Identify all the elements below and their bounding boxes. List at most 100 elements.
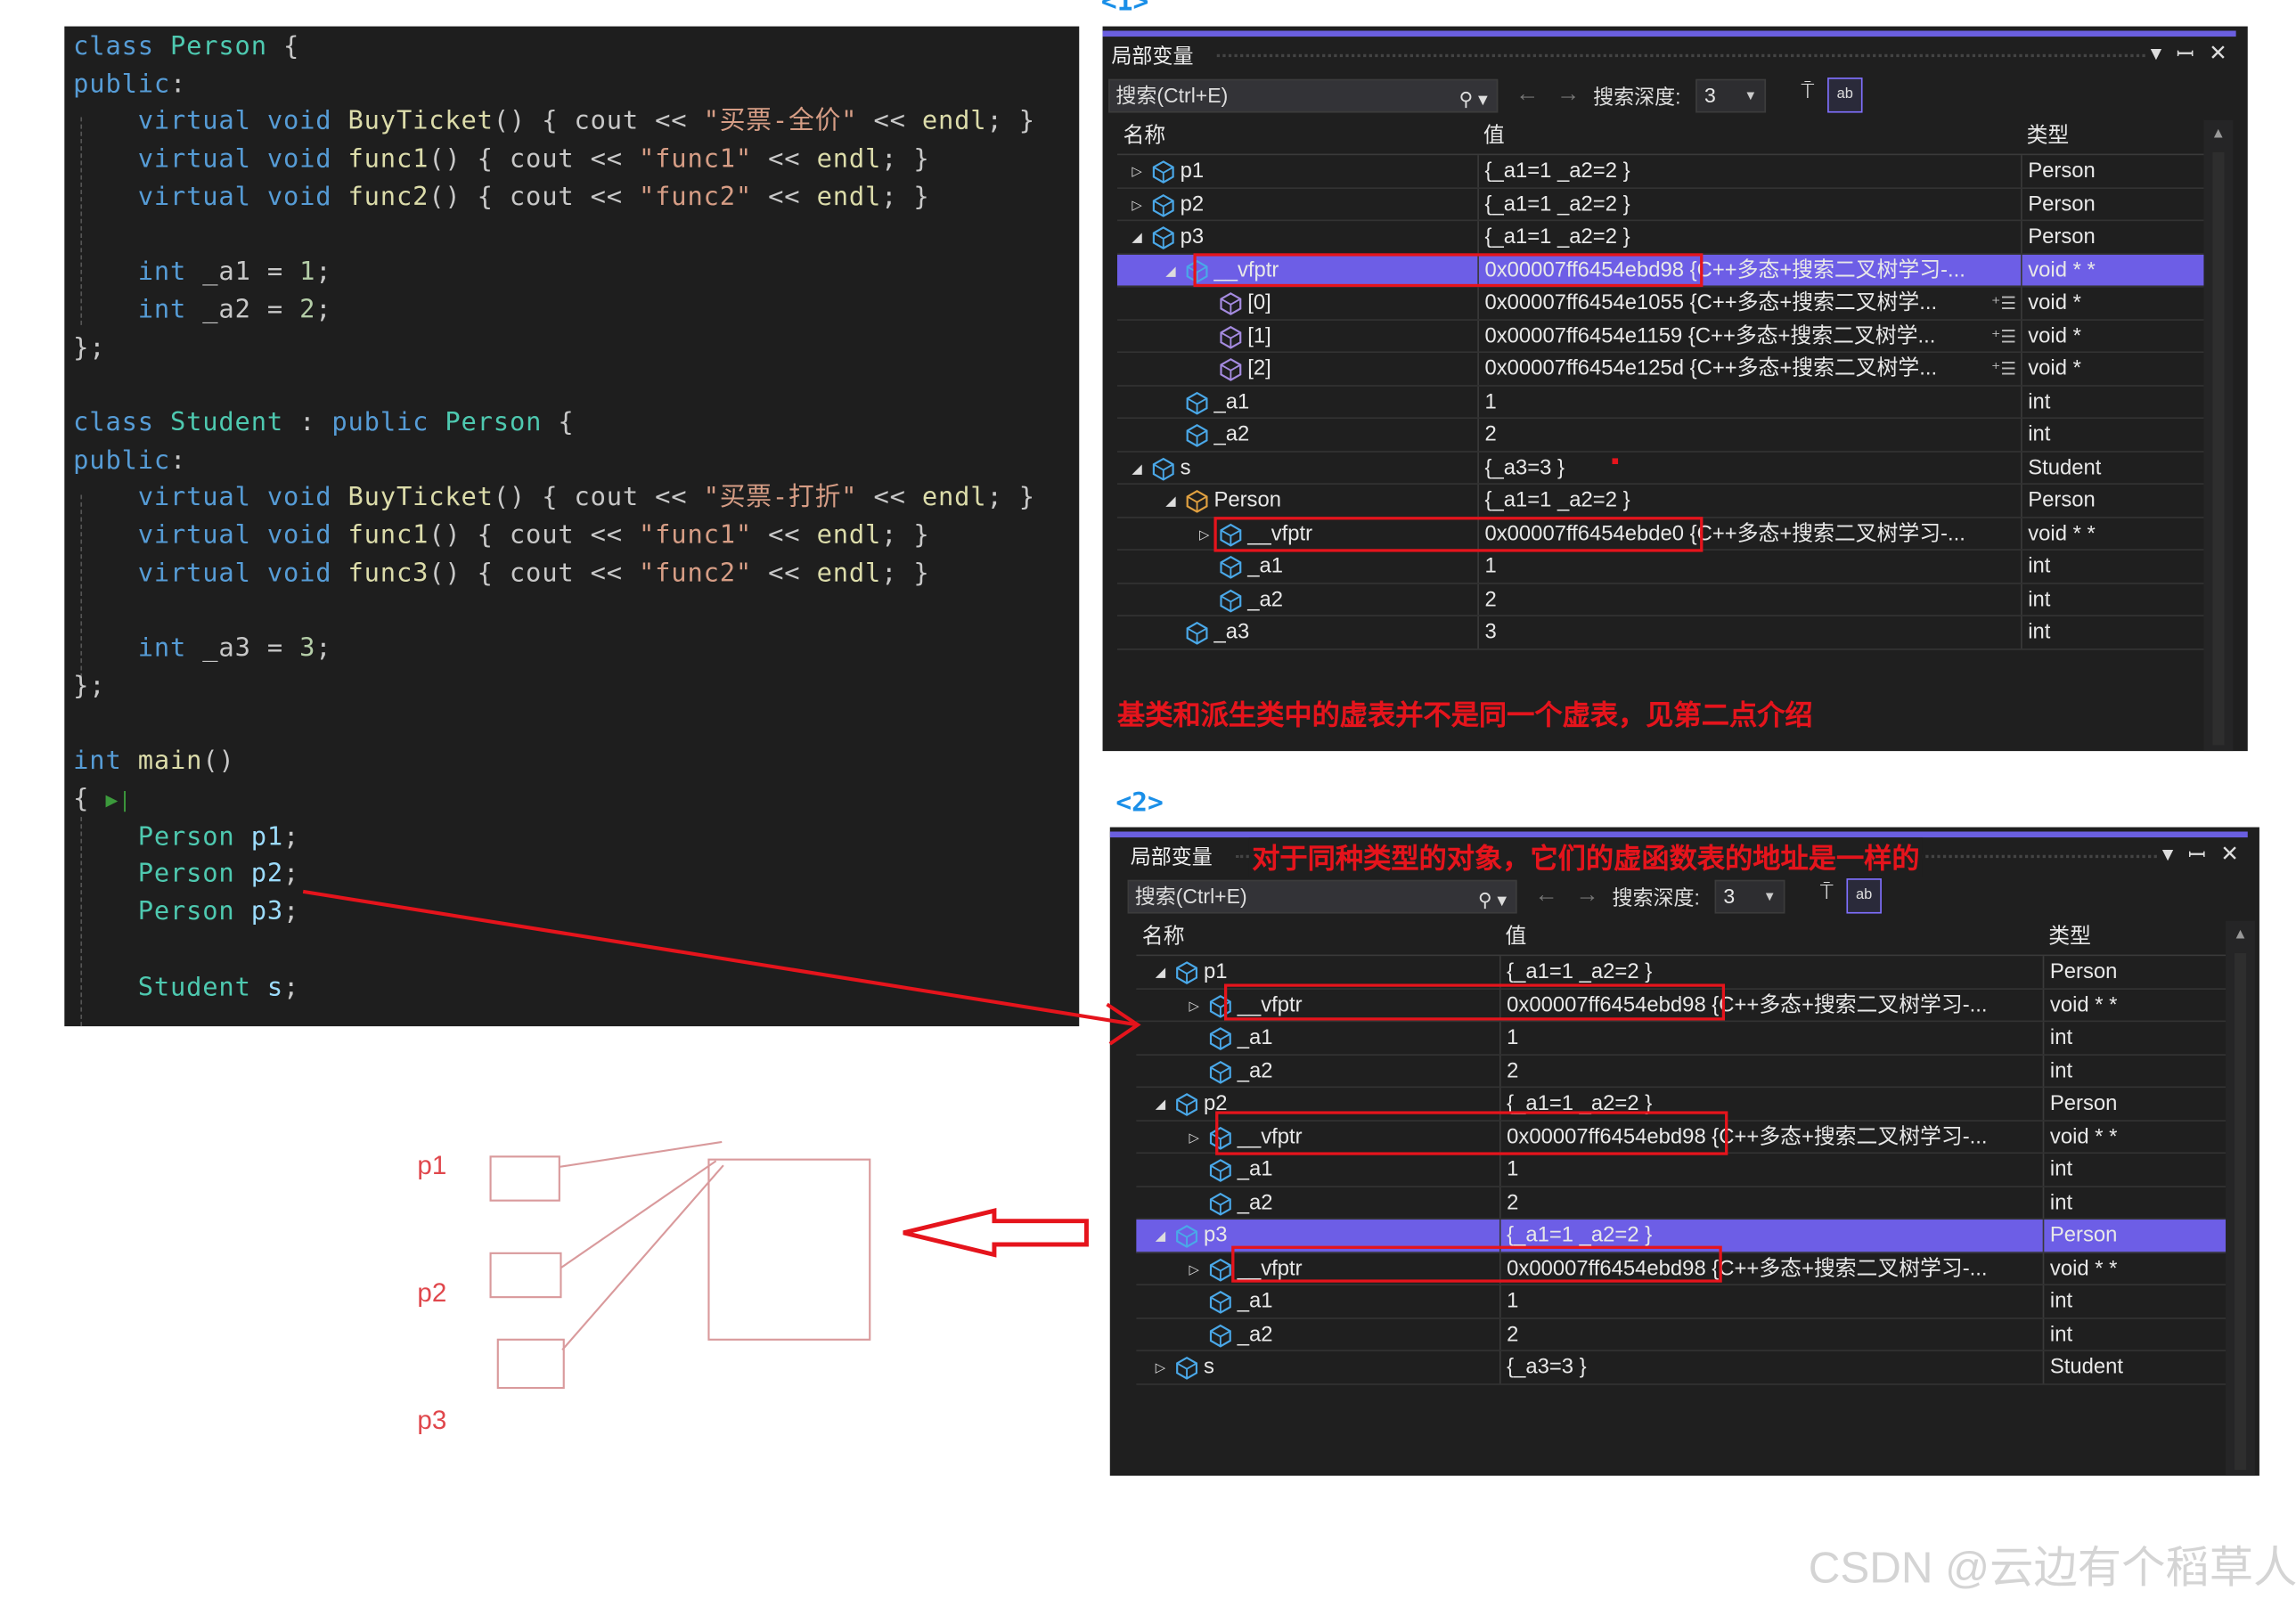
text-visualizer-icon[interactable]: ⁺☰ <box>1991 292 2017 314</box>
variable-row[interactable]: _a2 2 int <box>1116 583 2204 616</box>
text-visualizer-icon[interactable]: ⁺☰ <box>1991 325 2017 347</box>
search-forward-icon[interactable]: → <box>1575 883 1599 908</box>
search-icon[interactable]: ⚲ ▾ <box>1458 87 1488 110</box>
variable-type: int <box>2049 1026 2073 1050</box>
column-header-name[interactable]: 名称 <box>1123 124 1166 148</box>
variable-row[interactable]: _a1 1 int <box>1116 550 2204 583</box>
collapsed-arrow-icon[interactable]: ▷ <box>1189 998 1199 1013</box>
variable-row[interactable]: ◢ s {_a3=3 } Student <box>1116 452 2204 485</box>
collapsed-arrow-icon[interactable]: ▷ <box>1199 526 1210 542</box>
code-token: ; } <box>986 107 1035 137</box>
code-line: }; <box>73 330 105 368</box>
view-as-text-toggle[interactable]: ab <box>1827 78 1863 113</box>
variable-row[interactable]: _a2 2 int <box>1136 1187 2227 1220</box>
variable-row[interactable]: [2] 0x00007ff6454e125d {C++多态+搜索二叉树学... ⁺☰… <box>1116 353 2204 387</box>
column-header-type[interactable]: 类型 <box>2026 124 2070 148</box>
variable-row[interactable]: ▷ s {_a3=3 } Student <box>1136 1350 2227 1384</box>
pin-window-icon[interactable]: ꟷ <box>2176 42 2194 68</box>
search-depth-select[interactable]: 3 ▼ <box>1714 879 1785 914</box>
variable-row[interactable]: _a1 1 int <box>1136 1285 2227 1318</box>
code-token: int <box>137 295 187 325</box>
code-line: int _a2 = 2; <box>73 293 331 330</box>
variable-row[interactable]: ▷ __vfptr 0x00007ff6454ebd98 {C++多态+搜索二叉树学… <box>1136 989 2227 1023</box>
vertical-scrollbar[interactable]: ▲ <box>2226 920 2255 1476</box>
variable-value: 0x00007ff6454ebd98 {C++多态+搜索二叉树学习-... <box>1507 1125 1988 1149</box>
code-token: << <box>752 559 817 589</box>
variable-value: 2 <box>1507 1190 1519 1215</box>
variable-row[interactable]: _a1 1 int <box>1136 1022 2227 1056</box>
code-token: func2 <box>347 183 429 212</box>
search-input[interactable]: 搜索(Ctrl+E) ⚲ ▾ <box>1127 879 1517 914</box>
window-menu-dropdown-icon[interactable]: ▾ <box>2161 842 2174 867</box>
code-token: ; } <box>881 183 930 212</box>
pin-to-source-icon[interactable]: ⍑ <box>1819 879 1834 905</box>
code-line: virtual void func3() { cout << "func2" <… <box>73 556 929 593</box>
variable-row[interactable]: _a3 3 int <box>1116 616 2204 649</box>
column-header-value[interactable]: 值 <box>1483 124 1505 148</box>
collapsed-arrow-icon[interactable]: ▷ <box>1132 164 1142 179</box>
variable-row[interactable]: ▷ __vfptr 0x00007ff6454ebd98 {C++多态+搜索二叉树学… <box>1136 1121 2227 1154</box>
annotation-text: 基类和派生类中的虚表并不是同一个虚表，见第二点介绍 <box>1116 701 1813 732</box>
code-token: << <box>857 483 922 513</box>
text-visualizer-icon[interactable]: ⁺☰ <box>1991 358 2017 379</box>
expanded-arrow-icon[interactable]: ◢ <box>1165 263 1176 278</box>
code-editor[interactable]: class Person {public: virtual void BuyTi… <box>64 26 1080 1027</box>
search-depth-select[interactable]: 3 ▼ <box>1695 78 1767 113</box>
expanded-arrow-icon[interactable]: ◢ <box>1155 1228 1166 1244</box>
scrollbar-thumb[interactable] <box>2234 952 2247 1471</box>
expanded-arrow-icon[interactable]: ◢ <box>1165 493 1176 509</box>
search-back-icon[interactable]: ← <box>1534 883 1558 908</box>
search-back-icon[interactable]: ← <box>1516 82 1540 107</box>
pointer-arrow <box>302 889 1141 1046</box>
expanded-arrow-icon[interactable]: ◢ <box>1132 230 1142 245</box>
variable-row[interactable]: [0] 0x00007ff6454e1055 {C++多态+搜索二叉树学... ⁺☰… <box>1116 287 2204 321</box>
pin-window-icon[interactable]: ꟷ <box>2187 843 2206 869</box>
variable-row[interactable]: _a1 1 int <box>1116 386 2204 420</box>
pin-to-source-icon[interactable]: ⍑ <box>1801 78 1815 104</box>
expanded-arrow-icon[interactable]: ◢ <box>1132 460 1142 476</box>
expanded-arrow-icon[interactable]: ◢ <box>1155 965 1166 980</box>
variable-row[interactable]: ▷ p1 {_a1=1 _a2=2 } Person <box>1116 155 2204 189</box>
search-forward-icon[interactable]: → <box>1557 82 1581 107</box>
variable-row[interactable]: _a2 2 int <box>1136 1318 2227 1351</box>
variable-type: Person <box>2049 960 2118 984</box>
collapsed-arrow-icon[interactable]: ▷ <box>1155 1359 1166 1375</box>
scroll-up-icon[interactable]: ▲ <box>2210 126 2226 143</box>
collapsed-arrow-icon[interactable]: ▷ <box>1189 1129 1199 1145</box>
column-header-name[interactable]: 名称 <box>1141 925 1185 949</box>
close-icon[interactable]: ✕ <box>2209 41 2227 66</box>
variable-row[interactable]: ◢ __vfptr 0x00007ff6454ebd98 {C++多态+搜索二叉树学… <box>1116 254 2204 288</box>
code-token: ; <box>315 633 332 664</box>
code-token: << <box>857 107 922 137</box>
window-menu-dropdown-icon[interactable]: ▾ <box>2150 41 2162 66</box>
variable-row[interactable]: ◢ p1 {_a1=1 _a2=2 } Person <box>1136 956 2227 990</box>
scrollbar-thumb[interactable] <box>2212 151 2225 746</box>
chevron-down-icon: ▼ <box>1744 87 1758 103</box>
close-icon[interactable]: ✕ <box>2220 842 2239 867</box>
variable-row[interactable]: [1] 0x00007ff6454e1159 {C++多态+搜索二叉树学... ⁺☰… <box>1116 320 2204 354</box>
expanded-arrow-icon[interactable]: ◢ <box>1155 1096 1166 1112</box>
view-as-text-toggle[interactable]: ab <box>1846 878 1882 914</box>
scroll-up-icon[interactable]: ▲ <box>2233 926 2248 943</box>
variable-row[interactable]: _a1 1 int <box>1136 1154 2227 1187</box>
code-token: 2 <box>299 295 316 325</box>
variable-row[interactable]: ▷ p2 {_a1=1 _a2=2 } Person <box>1116 188 2204 222</box>
search-input[interactable]: 搜索(Ctrl+E) ⚲ ▾ <box>1108 78 1499 113</box>
title-drag-handle[interactable] <box>1216 53 2145 58</box>
column-header-value[interactable]: 值 <box>1505 925 1527 949</box>
column-header-type[interactable]: 类型 <box>2048 925 2091 949</box>
code-token: BuyTicket <box>347 107 494 137</box>
code-token: Person <box>137 860 251 890</box>
variable-type: void * * <box>2049 1256 2118 1281</box>
variable-row[interactable]: ▷ __vfptr 0x00007ff6454ebd98 {C++多态+搜索二叉树学… <box>1136 1252 2227 1285</box>
search-icon[interactable]: ⚲ ▾ <box>1477 888 1508 911</box>
collapsed-arrow-icon[interactable]: ▷ <box>1132 197 1142 212</box>
variable-row[interactable]: _a2 2 int <box>1136 1055 2227 1089</box>
variable-row[interactable]: _a2 2 int <box>1116 419 2204 453</box>
vtable-box <box>707 1158 871 1341</box>
field-icon <box>1208 1290 1233 1315</box>
vertical-scrollbar[interactable]: ▲ <box>2203 119 2234 752</box>
collapsed-arrow-icon[interactable]: ▷ <box>1189 1260 1199 1277</box>
p2-object-box <box>489 1252 562 1299</box>
